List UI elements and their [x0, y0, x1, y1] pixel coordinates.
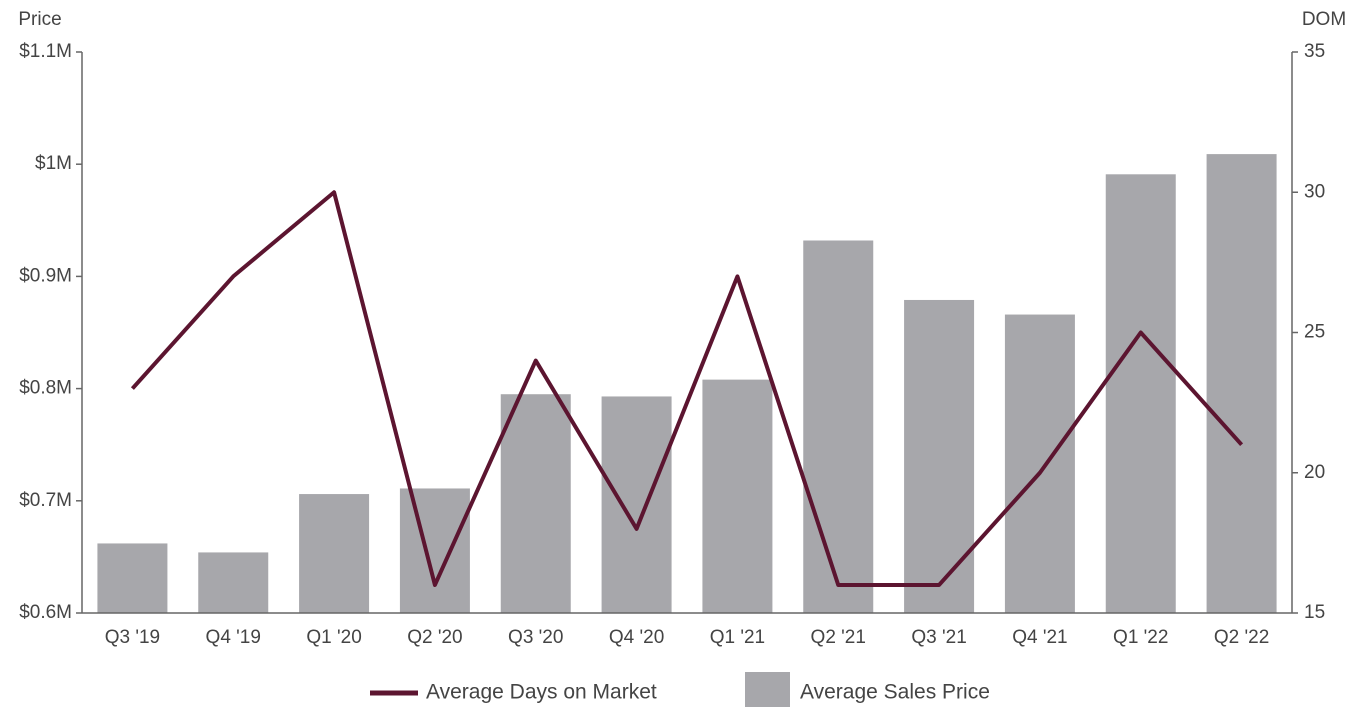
- x-tick-label: Q4 '20: [609, 627, 664, 648]
- y-tick-label: $1.1M: [19, 41, 72, 62]
- y2-tick-label: 25: [1304, 322, 1325, 343]
- x-tick-label: Q1 '22: [1113, 627, 1168, 648]
- x-tick-label: Q2 '20: [407, 627, 462, 648]
- legend-swatch: [745, 672, 790, 707]
- line: [130, 190, 1244, 587]
- bar: [803, 240, 874, 613]
- legend-label: Average Sales Price: [800, 681, 990, 704]
- y2-tick-label: 35: [1304, 41, 1325, 62]
- bar: [601, 396, 672, 613]
- y-axis-title: Price: [18, 9, 61, 30]
- x-tick-label: Q4 '21: [1012, 627, 1067, 648]
- x-tick-label: Q1 '20: [306, 627, 361, 648]
- x-tick-label: Q3 '20: [508, 627, 563, 648]
- y-tick-label: $0.8M: [19, 378, 72, 399]
- y-tick-label: $1M: [35, 153, 72, 174]
- y2-tick-label: 30: [1304, 181, 1325, 202]
- bar: [399, 488, 470, 613]
- y-tick-label: $0.7M: [19, 490, 72, 511]
- y2-tick-label: 20: [1304, 462, 1325, 483]
- bar: [1206, 154, 1277, 614]
- bar: [500, 394, 571, 613]
- legend-label: Average Days on Market: [426, 681, 657, 704]
- bar: [702, 379, 773, 613]
- bar: [299, 494, 370, 613]
- y-tick-label: $0.6M: [19, 602, 72, 623]
- x-tick-label: Q4 '19: [206, 627, 261, 648]
- y2-tick-label: 15: [1304, 602, 1325, 623]
- bar: [97, 543, 168, 613]
- y2-axis-title: DOM: [1302, 9, 1346, 30]
- x-tick-label: Q3 '19: [105, 627, 160, 648]
- x-tick-label: Q2 '21: [811, 627, 866, 648]
- bar: [1004, 314, 1075, 613]
- bar: [198, 552, 269, 613]
- y-tick-label: $0.9M: [19, 265, 72, 286]
- bar: [904, 299, 975, 613]
- x-tick-label: Q3 '21: [911, 627, 966, 648]
- bar: [1105, 174, 1176, 613]
- x-tick-label: Q2 '22: [1214, 627, 1269, 648]
- x-tick-label: Q1 '21: [710, 627, 765, 648]
